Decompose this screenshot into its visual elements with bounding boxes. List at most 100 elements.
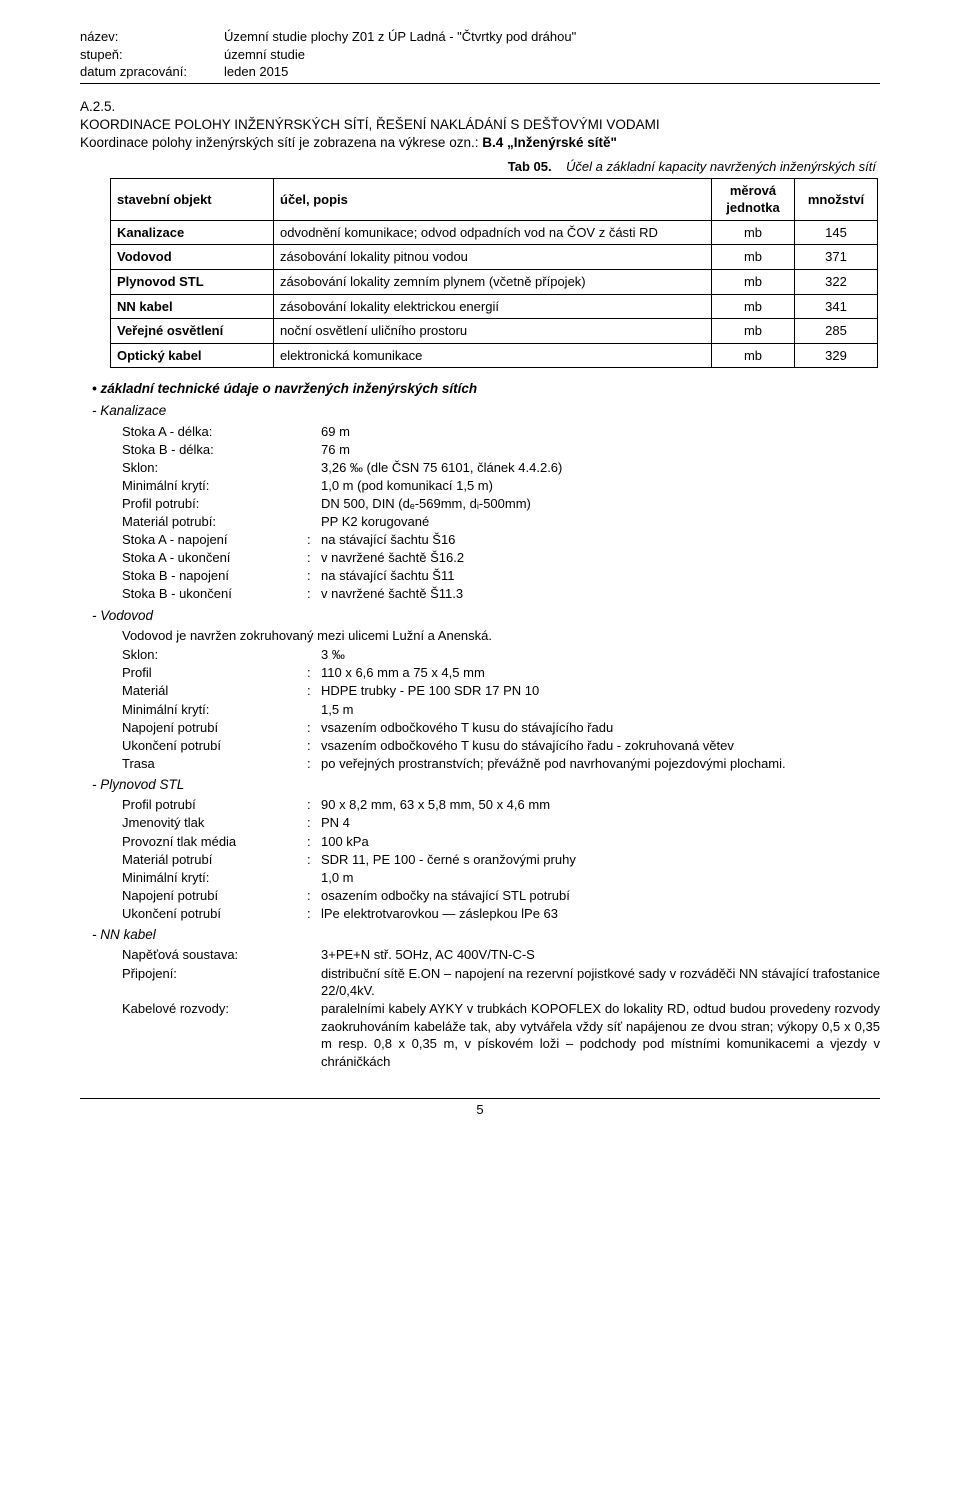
kv-value: DN 500, DIN (dₑ-569mm, dᵢ-500mm): [321, 495, 880, 513]
tech-kv-block: Profil potrubí:90 x 8,2 mm, 63 x 5,8 mm,…: [122, 796, 880, 922]
tab05-header-row: stavební objekt účel, popis měrová jedno…: [111, 178, 878, 220]
header-label: stupeň:: [80, 46, 224, 64]
kv-value: vsazením odbočkového T kusu do stávající…: [321, 719, 880, 737]
kv-value: vsazením odbočkového T kusu do stávající…: [321, 737, 880, 755]
kv-label: Připojení:: [122, 965, 307, 983]
kv-colon: :: [307, 737, 321, 755]
cell-unit: mb: [712, 343, 795, 368]
cell-desc: odvodnění komunikace; odvod odpadních vo…: [274, 220, 712, 245]
kv-label: Profil potrubí:: [122, 495, 307, 513]
kv-label: Napojení potrubí: [122, 719, 307, 737]
kv-value: PP K2 korugované: [321, 513, 880, 531]
kv-colon: :: [307, 531, 321, 549]
kv-row: Ukončení potrubí:vsazením odbočkového T …: [122, 737, 880, 755]
kv-label: Stoka A - napojení: [122, 531, 307, 549]
kv-row: Sklon:3 ‰: [122, 646, 880, 664]
doc-header: název:Územní studie plochy Z01 z ÚP Ladn…: [80, 28, 880, 81]
header-row: datum zpracování:leden 2015: [80, 63, 880, 81]
cell-object: Plynovod STL: [111, 270, 274, 295]
kv-row: Minimální krytí:1,0 m: [122, 869, 880, 887]
kv-value: na stávající šachtu Š16: [321, 531, 880, 549]
tech-subheading: Kanalizace: [92, 402, 880, 420]
tab05-th-object: stavební objekt: [111, 178, 274, 220]
header-value: Územní studie plochy Z01 z ÚP Ladná - "Č…: [224, 28, 880, 46]
page-number: 5: [80, 1101, 880, 1119]
tech-sections: KanalizaceStoka A - délka:69 mStoka B - …: [80, 402, 880, 1070]
kv-value: distribuční sítě E.ON – napojení na reze…: [321, 965, 880, 1000]
section-title: KOORDINACE POLOHY INŽENÝRSKÝCH SÍTÍ, ŘEŠ…: [80, 117, 660, 132]
kv-row: Profil:110 x 6,6 mm a 75 x 4,5 mm: [122, 664, 880, 682]
section-number: A.2.5.: [80, 98, 140, 116]
kv-colon: :: [307, 851, 321, 869]
kv-colon: :: [307, 664, 321, 682]
cell-unit: mb: [712, 270, 795, 295]
cell-unit: mb: [712, 245, 795, 270]
kv-label: Stoka B - ukončení: [122, 585, 307, 603]
cell-qty: 341: [795, 294, 878, 319]
kv-row: Jmenovitý tlak:PN 4: [122, 814, 880, 832]
header-rule: [80, 83, 880, 84]
kv-row: Profil potrubí:90 x 8,2 mm, 63 x 5,8 mm,…: [122, 796, 880, 814]
table-row: Veřejné osvětlenínoční osvětlení uličníh…: [111, 319, 878, 344]
kv-value: osazením odbočky na stávající STL potrub…: [321, 887, 880, 905]
tab05-table: stavební objekt účel, popis měrová jedno…: [110, 178, 878, 368]
cell-unit: mb: [712, 220, 795, 245]
cell-object: Kanalizace: [111, 220, 274, 245]
kv-label: Jmenovitý tlak: [122, 814, 307, 832]
kv-row: Materiál potrubí:SDR 11, PE 100 - černé …: [122, 851, 880, 869]
kv-colon: :: [307, 796, 321, 814]
kv-label: Kabelové rozvody:: [122, 1000, 307, 1018]
tab05-th-desc: účel, popis: [274, 178, 712, 220]
tech-subheading: Vodovod: [92, 607, 880, 625]
kv-colon: :: [307, 905, 321, 923]
section-subline-pre: Koordinace polohy inženýrských sítí je z…: [80, 135, 482, 150]
cell-object: Vodovod: [111, 245, 274, 270]
header-value: leden 2015: [224, 63, 880, 81]
kv-label: Stoka B - napojení: [122, 567, 307, 585]
tech-kv-block: Vodovod je navržen zokruhovaný mezi ulic…: [122, 627, 880, 772]
header-value: územní studie: [224, 46, 880, 64]
cell-desc: zásobování lokality elektrickou energií: [274, 294, 712, 319]
cell-unit: mb: [712, 294, 795, 319]
cell-object: NN kabel: [111, 294, 274, 319]
kv-row: Provozní tlak média:100 kPa: [122, 833, 880, 851]
kv-value: HDPE trubky - PE 100 SDR 17 PN 10: [321, 682, 880, 700]
tech-subheading: Plynovod STL: [92, 776, 880, 794]
cell-object: Optický kabel: [111, 343, 274, 368]
kv-value: 1,5 m: [321, 701, 880, 719]
tab05-caption-text: Účel a základní kapacity navržených inže…: [566, 159, 876, 174]
cell-desc: noční osvětlení uličního prostoru: [274, 319, 712, 344]
kv-label: Stoka A - ukončení: [122, 549, 307, 567]
kv-label: Napěťová soustava:: [122, 946, 307, 964]
kv-value: SDR 11, PE 100 - černé s oranžovými pruh…: [321, 851, 880, 869]
cell-qty: 145: [795, 220, 878, 245]
kv-row: Stoka B - ukončení:v navržené šachtě Š11…: [122, 585, 880, 603]
kv-value: 76 m: [321, 441, 880, 459]
table-row: Vodovodzásobování lokality pitnou vodoum…: [111, 245, 878, 270]
kv-row: Napěťová soustava: 3+PE+N stř. 5OHz, AC 4…: [122, 946, 880, 964]
kv-row: Stoka A - ukončení:v navržené šachtě Š16…: [122, 549, 880, 567]
kv-colon: :: [307, 549, 321, 567]
kv-label: Ukončení potrubí: [122, 905, 307, 923]
kv-row: Minimální krytí:1,0 m (pod komunikací 1,…: [122, 477, 880, 495]
table-row: NN kabelzásobování lokality elektrickou …: [111, 294, 878, 319]
kv-label: Minimální krytí:: [122, 701, 307, 719]
tab05-th-qty: množství: [795, 178, 878, 220]
kv-value: PN 4: [321, 814, 880, 832]
kv-colon: :: [307, 814, 321, 832]
kv-label: Sklon:: [122, 646, 307, 664]
kv-row: Minimální krytí: 1,5 m: [122, 701, 880, 719]
kv-value: 3+PE+N stř. 5OHz, AC 400V/TN-C-S: [321, 946, 880, 964]
kv-row: Materiál potrubí:PP K2 korugované: [122, 513, 880, 531]
kv-colon: :: [307, 585, 321, 603]
kv-value: 90 x 8,2 mm, 63 x 5,8 mm, 50 x 4,6 mm: [321, 796, 880, 814]
tech-heading: základní technické údaje o navržených in…: [92, 380, 880, 398]
kv-colon: :: [307, 682, 321, 700]
tech-subheading: NN kabel: [92, 926, 880, 944]
page: název:Územní studie plochy Z01 z ÚP Ladn…: [40, 0, 920, 1151]
cell-object: Veřejné osvětlení: [111, 319, 274, 344]
kv-label: Stoka B - délka:: [122, 441, 307, 459]
kv-row: Materiál:HDPE trubky - PE 100 SDR 17 PN …: [122, 682, 880, 700]
kv-value: 3,26 ‰ (dle ČSN 75 6101, článek 4.4.2.6): [321, 459, 880, 477]
section-subline-bold: B.4 „Inženýrské sítě": [482, 135, 617, 150]
